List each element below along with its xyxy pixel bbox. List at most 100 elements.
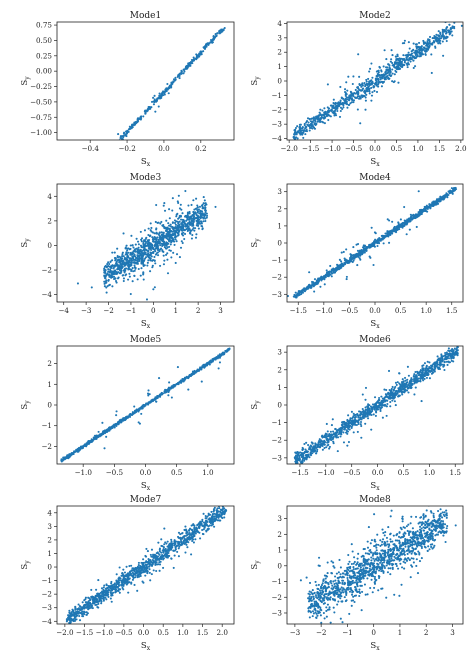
data-point xyxy=(388,232,392,235)
data-point xyxy=(105,266,108,269)
subplot-6: Mode6−1.5 −1.0 −0.5 0.0 0.5 1.0 1.5−3−2−10123S… xyxy=(250,335,464,492)
data-point xyxy=(189,64,192,67)
data-point xyxy=(372,263,375,267)
data-point xyxy=(65,197,67,199)
data-point xyxy=(160,95,163,98)
data-point xyxy=(151,400,154,403)
data-point xyxy=(102,158,104,160)
data-point xyxy=(160,96,163,99)
data-point xyxy=(299,128,302,131)
data-point xyxy=(162,225,165,228)
data-point xyxy=(91,169,93,171)
data-point xyxy=(104,156,106,158)
data-point xyxy=(152,240,156,243)
data-point xyxy=(162,254,165,257)
data-point xyxy=(370,94,374,97)
data-point xyxy=(179,203,182,206)
data-point xyxy=(391,220,394,223)
data-point xyxy=(85,178,87,180)
data-point xyxy=(391,54,394,57)
data-point xyxy=(72,189,74,191)
data-point xyxy=(331,418,334,421)
data-point xyxy=(373,82,376,85)
data-point xyxy=(453,189,456,192)
data-point xyxy=(127,260,130,263)
x-tick-label: −1.0 xyxy=(323,144,341,153)
data-point xyxy=(378,80,381,83)
data-point xyxy=(113,145,115,147)
data-point xyxy=(445,26,448,29)
data-point xyxy=(114,144,116,146)
data-point xyxy=(199,52,202,56)
subplot-title: Mode2 xyxy=(359,11,390,21)
scatter-points xyxy=(60,347,231,463)
data-point xyxy=(108,270,111,273)
data-point xyxy=(304,133,307,136)
data-point xyxy=(70,193,72,195)
data-point xyxy=(316,450,319,453)
x-tick-label: −1.5 xyxy=(302,144,320,153)
data-point xyxy=(426,44,429,48)
data-point xyxy=(158,377,161,380)
data-point xyxy=(380,74,383,77)
data-point xyxy=(148,393,151,396)
y-tick-label: 1 xyxy=(277,221,282,230)
data-point xyxy=(133,412,136,415)
data-point xyxy=(103,282,106,285)
data-point xyxy=(138,422,141,425)
data-point xyxy=(339,103,342,106)
data-point xyxy=(129,244,132,247)
data-point xyxy=(105,279,108,282)
data-point xyxy=(308,118,311,121)
data-point xyxy=(386,72,389,75)
subplot-title: Mode5 xyxy=(130,335,162,345)
data-point xyxy=(117,276,120,279)
data-point xyxy=(130,257,133,261)
data-point xyxy=(103,447,106,450)
data-point xyxy=(194,227,197,230)
data-point xyxy=(136,278,139,281)
data-point xyxy=(358,75,361,78)
x-tick-label: 1.0 xyxy=(202,468,214,477)
data-point xyxy=(168,245,171,248)
data-point xyxy=(181,225,184,228)
data-point xyxy=(313,278,317,281)
data-point xyxy=(354,423,357,426)
data-point xyxy=(153,232,156,235)
data-point xyxy=(141,249,144,252)
data-point xyxy=(128,125,131,128)
data-point xyxy=(190,219,193,223)
data-point xyxy=(371,80,374,84)
data-point xyxy=(101,159,103,161)
data-point xyxy=(311,120,314,123)
data-point xyxy=(376,77,379,80)
data-point xyxy=(76,282,79,285)
data-point xyxy=(303,122,306,126)
data-point xyxy=(367,77,370,80)
data-point xyxy=(365,80,368,83)
data-point xyxy=(415,49,418,52)
data-point xyxy=(345,96,348,99)
data-point xyxy=(132,252,135,255)
data-point xyxy=(316,118,319,121)
data-point xyxy=(405,233,408,236)
data-point xyxy=(420,52,424,55)
data-point xyxy=(77,450,80,453)
data-point xyxy=(373,89,376,93)
data-point xyxy=(370,226,373,229)
data-point xyxy=(94,165,96,167)
data-point xyxy=(163,209,167,212)
data-point xyxy=(87,176,89,178)
data-point xyxy=(148,256,151,259)
data-point xyxy=(215,35,218,38)
data-point xyxy=(151,236,154,239)
data-point xyxy=(319,108,322,111)
data-point xyxy=(391,399,394,402)
data-point xyxy=(92,166,94,168)
data-point xyxy=(149,270,152,273)
data-point xyxy=(388,70,391,73)
data-point xyxy=(140,253,143,256)
data-point xyxy=(331,111,334,114)
data-point xyxy=(399,218,402,221)
data-point xyxy=(77,184,79,186)
